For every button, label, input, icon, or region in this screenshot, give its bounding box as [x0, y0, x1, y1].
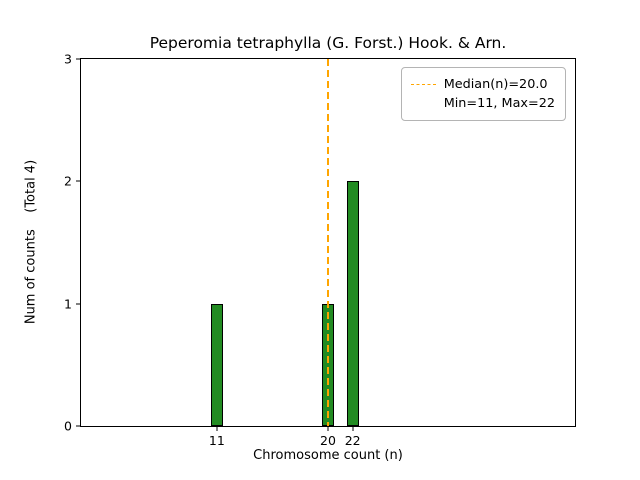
- y-axis-label: Num of counts (Total 4): [23, 159, 39, 325]
- y-tick-mark: [76, 425, 80, 427]
- legend-label-median: Median(n)=20.0: [443, 77, 548, 92]
- y-tick-mark: [76, 303, 80, 305]
- legend-entry-median: Median(n)=20.0: [410, 75, 555, 94]
- plot-area: Median(n)=20.0 Min=11, Max=22 11 20 22 0 1 2 3: [64, 52, 576, 448]
- x-tick-label: 20: [320, 433, 336, 448]
- x-tick-label: 11: [208, 433, 225, 448]
- x-tick-mark: [327, 427, 329, 431]
- bar-x22: [346, 181, 359, 426]
- y-tick-label: 1: [64, 296, 72, 312]
- bar-x11: [210, 303, 224, 426]
- median-line-legend-icon: [410, 84, 436, 85]
- x-tick-mark: [352, 427, 354, 431]
- y-tick-mark: [76, 58, 80, 60]
- legend-entry-minmax: Min=11, Max=22: [411, 94, 555, 113]
- legend-label-minmax: Min=11, Max=22: [443, 96, 555, 111]
- y-tick-label: 3: [64, 51, 72, 67]
- median-line: [327, 59, 329, 426]
- x-axis-label: Chromosome count (n): [253, 448, 403, 463]
- x-tick-label: 22: [344, 433, 361, 448]
- y-tick-mark: [76, 180, 80, 182]
- y-tick-label: 0: [64, 418, 72, 434]
- x-tick-mark: [216, 427, 218, 431]
- chart-title: Peperomia tetraphylla (G. Forst.) Hook. …: [149, 34, 507, 52]
- legend: Median(n)=20.0 Min=11, Max=22: [400, 67, 566, 121]
- y-tick-label: 2: [64, 173, 72, 189]
